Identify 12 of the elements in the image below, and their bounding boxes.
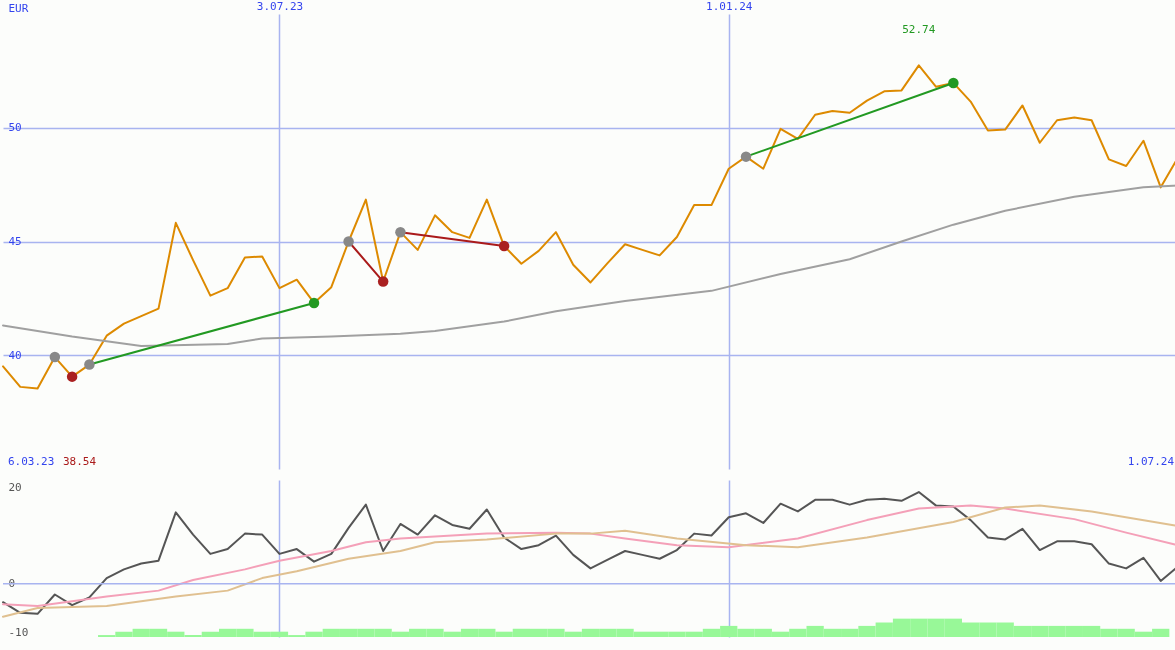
y-axis-title: EUR	[8, 1, 29, 15]
x-tick-label: 3.07.23	[256, 0, 304, 13]
y-tick-label: 50	[8, 121, 22, 135]
x-tick-label: 1.01.24	[706, 0, 753, 13]
y-tick-label: 45	[8, 235, 22, 248]
annotation: 38.54	[63, 455, 97, 468]
annotation: 6.03.23	[8, 455, 55, 468]
y-tick-label: 20	[8, 480, 22, 494]
annotation: 52.74	[902, 23, 936, 37]
annotation: 1.07.24	[1127, 455, 1175, 468]
y-tick-label: -10	[8, 625, 29, 639]
y-tick-label: 40	[8, 348, 22, 362]
